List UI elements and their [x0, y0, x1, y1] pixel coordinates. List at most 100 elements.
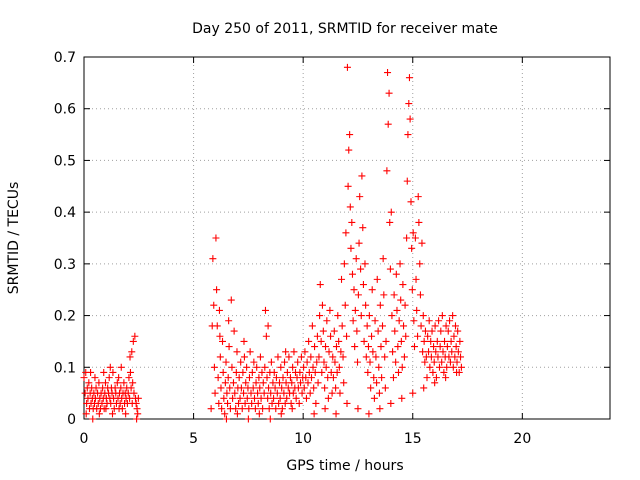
data-point: [427, 337, 435, 345]
data-point: [325, 348, 333, 356]
data-point: [295, 399, 303, 407]
data-point: [449, 363, 457, 371]
data-point: [382, 337, 390, 345]
data-point: [431, 379, 439, 387]
data-point: [438, 312, 446, 320]
data-point: [452, 343, 460, 351]
data-point: [384, 120, 392, 128]
data-point: [269, 379, 277, 387]
data-point: [248, 368, 256, 376]
data-point: [224, 399, 232, 407]
data-point: [446, 317, 454, 325]
data-point: [303, 358, 311, 366]
data-point: [381, 353, 389, 361]
data-point: [414, 332, 422, 340]
data-point: [222, 358, 230, 366]
data-point: [127, 384, 135, 392]
data-point: [272, 405, 280, 413]
data-point: [82, 410, 90, 418]
data-point: [311, 343, 319, 351]
data-point: [329, 353, 337, 361]
data-point: [265, 405, 273, 413]
data-point: [216, 332, 224, 340]
data-point: [373, 379, 381, 387]
data-point: [129, 337, 137, 345]
data-point: [369, 348, 377, 356]
data-point: [276, 394, 284, 402]
data-point: [408, 286, 416, 294]
data-point: [327, 368, 335, 376]
data-point: [451, 322, 459, 330]
data-point: [117, 384, 125, 392]
data-point: [425, 348, 433, 356]
data-point: [421, 358, 429, 366]
data-point: [441, 337, 449, 345]
data-point: [224, 374, 232, 382]
data-point: [275, 379, 283, 387]
data-point: [310, 410, 318, 418]
data-point: [432, 348, 440, 356]
data-point: [388, 312, 396, 320]
data-point: [315, 353, 323, 361]
data-point: [297, 353, 305, 361]
data-point: [443, 343, 451, 351]
data-point: [364, 343, 372, 351]
data-point: [415, 218, 423, 226]
data-point: [261, 363, 269, 371]
data-point: [322, 363, 330, 371]
data-point: [420, 384, 428, 392]
data-point: [126, 353, 134, 361]
data-point: [266, 415, 274, 423]
data-point: [240, 353, 248, 361]
data-point: [327, 332, 335, 340]
data-point: [214, 374, 222, 382]
data-point: [403, 177, 411, 185]
data-point: [402, 332, 410, 340]
data-point: [366, 358, 374, 366]
data-point: [283, 368, 291, 376]
data-point: [80, 374, 88, 382]
y-tick-label: 0: [67, 412, 76, 428]
data-point: [218, 405, 226, 413]
data-point: [335, 363, 343, 371]
data-point: [243, 363, 251, 371]
x-axis-label: GPS time / hours: [286, 458, 403, 474]
data-point: [261, 306, 269, 314]
data-point: [417, 322, 425, 330]
data-point: [232, 368, 240, 376]
data-point: [256, 384, 264, 392]
data-point: [429, 368, 437, 376]
data-point: [395, 317, 403, 325]
data-point: [257, 394, 265, 402]
data-point: [233, 410, 241, 418]
data-point: [393, 306, 401, 314]
data-point: [449, 312, 457, 320]
y-tick-label: 0.2: [54, 309, 76, 325]
data-point: [249, 384, 257, 392]
data-point: [106, 363, 114, 371]
data-point: [376, 405, 384, 413]
data-point: [259, 379, 267, 387]
data-point: [401, 301, 409, 309]
data-point: [273, 389, 281, 397]
data-point: [365, 312, 373, 320]
data-point: [287, 399, 295, 407]
data-point: [332, 384, 340, 392]
data-point: [386, 218, 394, 226]
data-point: [373, 275, 381, 283]
data-point: [331, 358, 339, 366]
data-point: [431, 322, 439, 330]
data-point: [213, 286, 221, 294]
data-point: [332, 410, 340, 418]
data-point: [250, 358, 258, 366]
data-point: [113, 379, 121, 387]
data-point: [414, 193, 422, 201]
data-point: [311, 368, 319, 376]
data-point: [219, 337, 227, 345]
data-point: [424, 332, 432, 340]
data-point: [407, 198, 415, 206]
data-point: [237, 358, 245, 366]
data-point: [316, 281, 324, 289]
data-point: [381, 384, 389, 392]
data-point: [277, 410, 285, 418]
